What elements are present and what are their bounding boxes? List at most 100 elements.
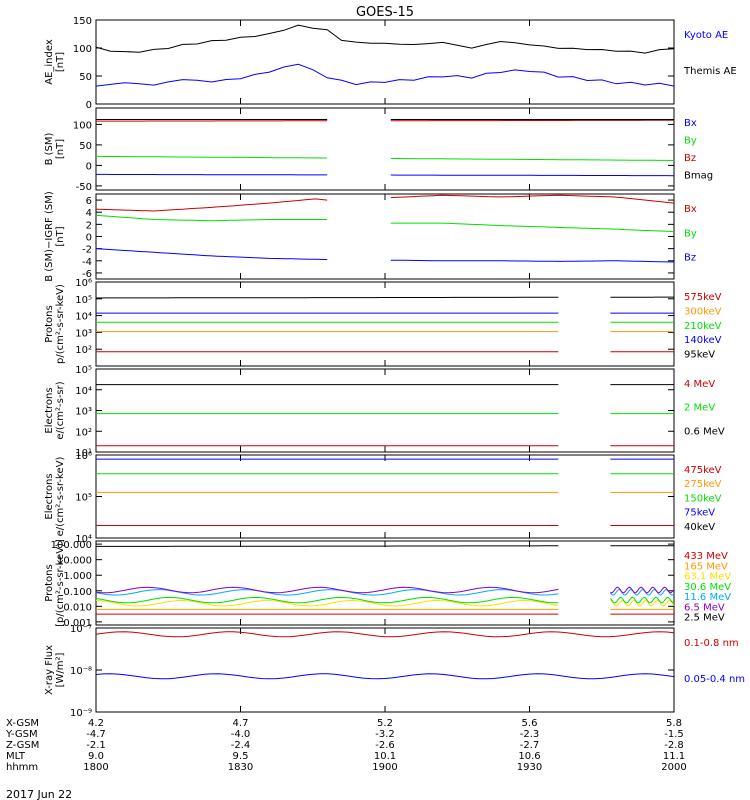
- series-line-0-1-0-8-nm: [95, 631, 675, 638]
- legend-label: Bz: [684, 153, 696, 164]
- legend-label: 30.6 MeV: [684, 582, 731, 593]
- legend-label: By: [684, 136, 697, 147]
- series-line-63-1-mev: [610, 599, 675, 607]
- series-line-11-6-mev: [609, 589, 675, 596]
- y-tick-label: 10¹: [75, 448, 92, 459]
- y-axis-label: [nT]: [55, 226, 66, 246]
- x-axis-value: 2000: [661, 762, 686, 773]
- x-axis-value: 4.2: [88, 718, 104, 729]
- y-tick-label: -2: [82, 245, 92, 256]
- y-tick-label: 10.000: [57, 556, 92, 567]
- y-tick-label: 1.000: [63, 571, 92, 582]
- x-axis-value: 5.2: [377, 718, 393, 729]
- y-axis-label: Protons: [44, 564, 55, 601]
- series-line-30-6-mev: [610, 596, 674, 604]
- legend-label: Bx: [684, 118, 697, 129]
- x-axis-row-label: MLT: [6, 751, 26, 762]
- series-line-by: [390, 222, 675, 233]
- panel-frame: [95, 540, 675, 626]
- panel-ae: 0 50 100 150 AE_index [nT] Kyoto AE Themis AE: [44, 16, 737, 111]
- x-axis-value: -2.1: [86, 740, 106, 751]
- y-tick-label: 100: [73, 44, 92, 55]
- legend-label: 63.1 MeV: [684, 572, 731, 583]
- legend-label: 210keV: [684, 321, 722, 332]
- legend-label: 0.05-0.4 nm: [684, 674, 745, 685]
- y-tick-label: 4: [86, 208, 92, 219]
- series-line-by: [96, 155, 328, 159]
- series-line-6-5-mev: [610, 586, 675, 594]
- y-tick-label: 10⁵: [75, 295, 92, 306]
- x-axis-value: -2.4: [231, 740, 251, 751]
- y-axis-label: Protons: [44, 305, 55, 342]
- y-tick-label: 10⁴: [75, 534, 92, 545]
- legend-label: 40keV: [684, 522, 715, 533]
- y-axis-label: AE_index: [44, 39, 55, 85]
- y-tick-label: 10²: [75, 427, 92, 438]
- x-axis-row-label: X-GSM: [6, 718, 39, 729]
- y-tick-label: 150: [73, 16, 92, 27]
- x-axis-value: 10.6: [518, 751, 540, 762]
- legend-label: 4 MeV: [684, 379, 715, 390]
- legend-label: 433 MeV: [684, 551, 728, 562]
- legend-label: 6.5 MeV: [684, 602, 725, 613]
- panel-xray: 10⁻⁹ 10⁻⁸ 10⁻⁷ X-ray Flux [W/m²] 0.1-0.8 nm 0.…: [44, 624, 745, 719]
- x-axis-value: 1930: [517, 762, 542, 773]
- y-tick-label: 10³: [75, 328, 92, 339]
- y-tick-label: -50: [76, 182, 92, 193]
- series-line-11-6-mev: [95, 589, 559, 596]
- x-axis-value: 1830: [228, 762, 253, 773]
- legend-label: 95keV: [684, 350, 715, 361]
- x-axis-value: -2.8: [664, 740, 684, 751]
- y-tick-label: 10⁻⁷: [70, 624, 92, 635]
- y-tick-label: 10⁴: [75, 386, 92, 397]
- series-line-bx: [390, 194, 675, 204]
- y-axis-label: Electrons: [44, 473, 55, 519]
- x-axis-value: 9.0: [88, 751, 104, 762]
- series-line-30-6-mev: [95, 596, 559, 604]
- panel-frame: [95, 368, 675, 453]
- series-line-by: [390, 158, 675, 161]
- legend-label: 11.6 MeV: [684, 592, 731, 603]
- series-line-bz: [95, 248, 328, 261]
- legend-label: Themis AE: [683, 66, 737, 77]
- y-axis-label: B (SM): [44, 132, 55, 165]
- legend-label: 140keV: [684, 335, 722, 346]
- x-axis-value: 1800: [83, 762, 108, 773]
- x-axis-value: 4.7: [233, 718, 249, 729]
- panel-electrons2: 10⁴ 10⁵ 10⁶ Electrons e/(cm²-s-sr-keV) 475keV…: [44, 451, 722, 545]
- y-tick-label: 10⁻⁸: [70, 666, 92, 677]
- series-line-2-5-mev: [96, 545, 559, 547]
- y-tick-label: 10⁴: [75, 312, 92, 323]
- y-axis-label: e/(cm²-s-sr): [55, 381, 66, 439]
- y-tick-label: 0.001: [63, 618, 92, 629]
- y-tick-label: 6: [86, 196, 92, 207]
- y-tick-label: 10⁶: [75, 451, 92, 462]
- x-axis-value: 1900: [372, 762, 397, 773]
- plot-title: GOES-15: [356, 5, 414, 20]
- series-line-6-5-mev: [95, 586, 559, 594]
- series-line-bx: [95, 198, 328, 212]
- panel-bigrf: -6-4-20 246 B (SM)−IGRF (SM) [nT] Bx By Bz: [44, 191, 697, 282]
- y-tick-label: 100: [73, 120, 92, 131]
- y-axis-label: [W/m²]: [55, 652, 66, 687]
- y-axis-label: [p/(cm²-s-sr-keV)]: [55, 539, 66, 627]
- y-axis-label: X-ray Flux: [44, 645, 55, 695]
- series-line-themis-ae: [95, 24, 675, 54]
- y-axis-label: p/(cm²-s-sr-keV): [55, 284, 66, 364]
- x-axis-value: 5.6: [522, 718, 538, 729]
- y-tick-label: 10⁻⁹: [70, 708, 92, 719]
- y-axis-label: [nT]: [55, 139, 66, 159]
- legend-label: 2.5 MeV: [684, 613, 725, 624]
- series-line-bx: [96, 173, 328, 176]
- legend-label: By: [684, 228, 697, 239]
- date-label: 2017 Jun 22: [6, 788, 72, 800]
- y-tick-label: 100.000: [51, 540, 92, 551]
- y-tick-label: 10⁵: [75, 493, 92, 504]
- x-axis-value: -4.7: [86, 729, 106, 740]
- y-tick-label: 50: [79, 72, 92, 83]
- legend-label: 165 MeV: [684, 561, 728, 572]
- legend-label: 275keV: [684, 479, 722, 490]
- panel-protons1: 10² 10³ 10⁴ 10⁵ 10⁶ Protons p/(cm²-s-sr-keV) 57…: [44, 278, 722, 367]
